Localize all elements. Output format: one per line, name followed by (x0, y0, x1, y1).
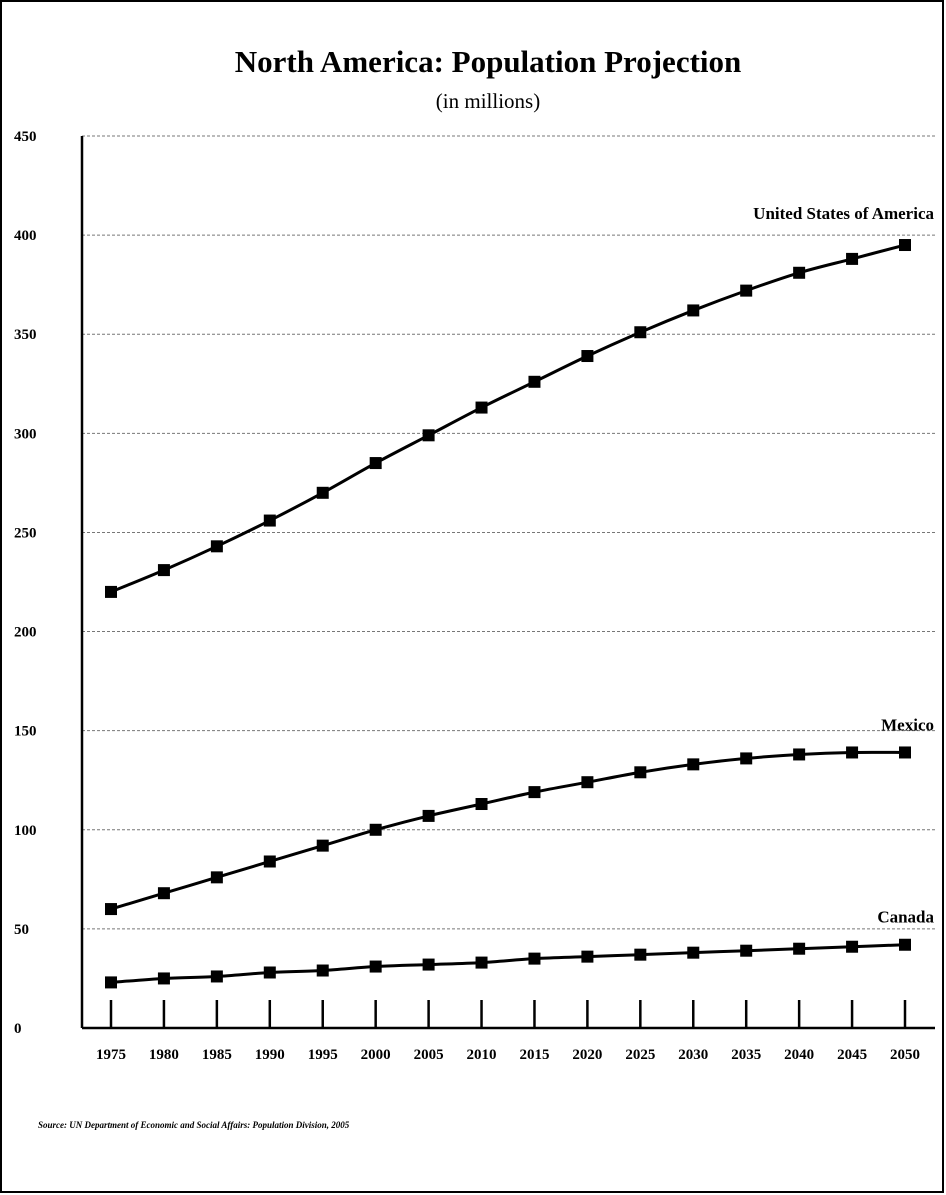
data-point (528, 375, 541, 388)
data-point (157, 887, 170, 900)
x-tick-label: 2030 (678, 1047, 708, 1063)
x-tick-label: 2045 (837, 1047, 867, 1063)
data-point (316, 839, 329, 852)
y-tick-label: 150 (14, 724, 37, 740)
y-tick-label: 250 (14, 525, 37, 541)
chart-subtitle: (in millions) (436, 89, 540, 113)
x-tick-label: 2000 (361, 1047, 391, 1063)
data-point (157, 972, 170, 985)
data-point (846, 940, 859, 953)
y-tick-label: 400 (14, 228, 37, 244)
chart-title: North America: Population Projection (235, 44, 742, 79)
y-tick-label: 350 (14, 327, 37, 343)
data-point (581, 350, 594, 363)
x-tick-label: 2010 (467, 1047, 497, 1063)
data-point (105, 585, 117, 598)
data-point (475, 401, 488, 414)
data-point (581, 776, 594, 789)
data-point (793, 266, 806, 279)
x-axis: 1975 1980 1985 1990 1995 2000 2005 2010 2015 2020… (82, 1000, 935, 1063)
x-tick-label: 2025 (625, 1047, 655, 1063)
data-point (263, 966, 276, 979)
data-point (263, 514, 276, 527)
y-tick-label: 200 (14, 625, 37, 641)
data-point (634, 326, 647, 339)
data-point (475, 956, 488, 969)
data-point (157, 564, 170, 577)
series-line-1 (110, 750, 906, 911)
series-line-2 (110, 943, 906, 984)
data-point (316, 964, 329, 977)
series-label: United States of America (753, 204, 934, 223)
x-tick-label: 1990 (255, 1047, 285, 1063)
data-point (422, 809, 435, 822)
data-point (793, 748, 806, 761)
gridlines (82, 135, 935, 930)
series-line-0 (110, 243, 906, 594)
data-point (793, 942, 806, 955)
x-tick-label: 2020 (572, 1047, 602, 1063)
series-2 (105, 938, 911, 989)
series-label: Canada (877, 908, 934, 927)
data-point (740, 752, 753, 765)
data-point (369, 960, 382, 973)
data-point (369, 823, 382, 836)
x-tick-label: 1975 (96, 1047, 126, 1063)
data-point (740, 944, 753, 957)
data-point (740, 284, 753, 297)
x-tick-label: 2040 (784, 1047, 814, 1063)
data-point (899, 239, 911, 252)
y-tick-label: 0 (14, 1021, 22, 1037)
x-tick-label: 1985 (202, 1047, 232, 1063)
series-layer (105, 239, 911, 989)
y-tick-label: 300 (14, 426, 37, 442)
data-point (687, 758, 700, 771)
data-point (528, 952, 541, 965)
y-tick-label: 50 (14, 922, 29, 938)
series-label: Mexico (881, 715, 934, 734)
data-point (475, 798, 488, 811)
data-point (846, 252, 859, 265)
x-tick-label: 1980 (149, 1047, 179, 1063)
data-point (422, 429, 435, 442)
x-tick-label: 1995 (308, 1047, 338, 1063)
data-point (634, 766, 647, 779)
series-labels: United States of America Mexico Canada (753, 204, 934, 927)
source-note: Source: UN Department of Economic and So… (38, 1120, 350, 1130)
y-tick-label: 100 (14, 823, 37, 839)
data-point (687, 946, 700, 959)
data-point (581, 950, 594, 963)
y-tick-label: 450 (14, 129, 37, 145)
series-1 (105, 746, 911, 916)
data-point (316, 486, 329, 499)
data-point (899, 938, 911, 951)
data-point (846, 746, 859, 759)
data-point (105, 903, 117, 916)
series-0 (105, 239, 911, 598)
x-tick-label: 2005 (414, 1047, 444, 1063)
data-point (105, 976, 117, 989)
data-point (899, 746, 911, 759)
data-point (210, 871, 223, 884)
x-tick-label: 2050 (890, 1047, 920, 1063)
x-tick-label: 2015 (519, 1047, 549, 1063)
data-point (687, 304, 700, 317)
data-point (210, 540, 223, 553)
data-point (634, 948, 647, 961)
data-point (528, 786, 541, 799)
data-point (369, 457, 382, 470)
data-point (263, 855, 276, 868)
data-point (210, 970, 223, 983)
y-axis: 0 50 100 150 200 250 300 350 400 450 (14, 129, 84, 1037)
x-tick-label: 2035 (731, 1047, 761, 1063)
data-point (422, 958, 435, 971)
